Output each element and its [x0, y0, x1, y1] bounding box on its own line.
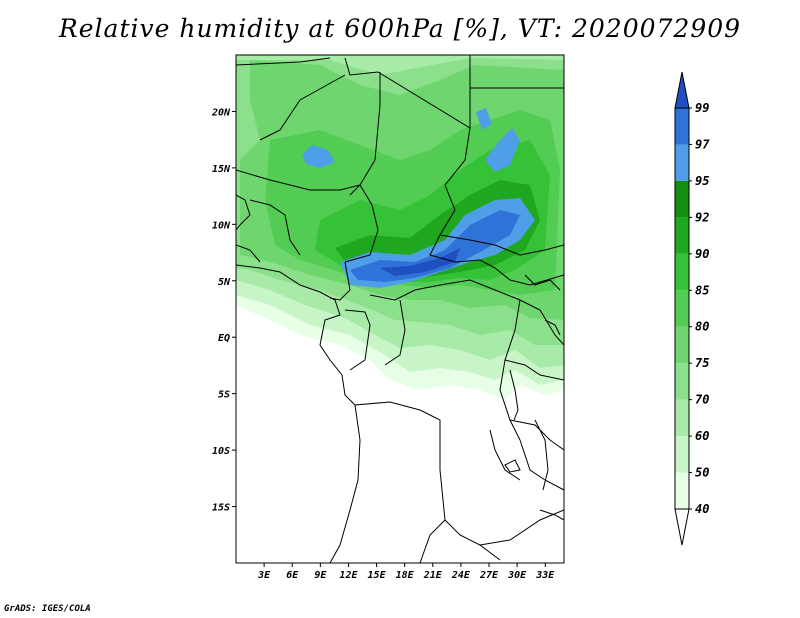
colorbar-box	[675, 290, 689, 327]
rh-97-area	[350, 210, 520, 282]
x-tick-label: 24E	[451, 570, 471, 581]
x-tick-label: 27E	[479, 570, 499, 581]
coast-gulf-guinea	[236, 264, 361, 563]
x-tick-label: 21E	[423, 570, 443, 581]
x-tick-label: 30E	[507, 570, 527, 581]
rh-99-area	[380, 248, 460, 276]
colorbar-low-arrow	[674, 508, 690, 546]
colorbar-label: 40	[695, 502, 709, 516]
colorbar-box	[675, 180, 689, 218]
colorbar-box	[675, 472, 689, 509]
colorbar-label: 50	[695, 466, 709, 480]
humidity-shading	[236, 55, 564, 400]
sahara-borders	[236, 55, 564, 196]
longitude-axis: 3E 6E 9E 12E 15E 18E 21E 24E 27E 30E 33E	[257, 563, 555, 581]
y-tick-label: EQ	[218, 333, 230, 344]
colorbar-label: 95	[695, 174, 709, 188]
colorbar-box	[675, 217, 689, 254]
x-tick-label: 3E	[257, 570, 271, 581]
y-tick-label: 15S	[212, 503, 230, 514]
colorbar-high-arrow	[674, 71, 690, 109]
east-borders	[479, 299, 564, 546]
colorbar: 40 50 60 70 75 80 85 90 92 95 97 99	[674, 71, 710, 546]
colorbar-box	[675, 253, 689, 291]
x-tick-label: 18E	[396, 570, 415, 581]
x-tick-label: 12E	[339, 570, 358, 581]
colorbar-label: 99	[695, 101, 709, 115]
rh-95-area-3	[485, 128, 520, 172]
colorbar-box	[675, 326, 689, 364]
sahel-borders	[344, 127, 564, 286]
x-tick-label: 9E	[314, 570, 327, 581]
colorbar-label: 75	[695, 356, 709, 370]
colorbar-label: 85	[695, 283, 709, 297]
map-title: Relative humidity at 600hPa [%], VT: 202…	[58, 14, 742, 43]
colorbar-box	[675, 363, 689, 400]
colorbar-label: 60	[695, 429, 709, 443]
colorbar-label: 70	[695, 393, 709, 407]
colorbar-box	[675, 399, 689, 437]
y-tick-label: 10N	[212, 220, 231, 231]
y-tick-label: 20N	[211, 107, 231, 118]
colorbar-label: 92	[695, 210, 709, 224]
colorbar-label: 80	[695, 320, 709, 334]
x-tick-label: 15E	[368, 570, 387, 581]
colorbar-frame	[674, 107, 690, 510]
y-tick-label: 15N	[212, 164, 231, 175]
colorbar-box	[675, 436, 689, 473]
x-tick-label: 6E	[286, 570, 299, 581]
y-tick-label: 5S	[218, 390, 230, 401]
grads-credit: GrADS: IGES/COLA	[4, 604, 91, 614]
colorbar-label: 97	[695, 137, 710, 151]
colorbar-box	[675, 144, 689, 181]
y-tick-label: 5N	[218, 277, 231, 288]
latitude-axis: 20N 15N 10N 5N EQ 5S 10S 15S	[211, 107, 236, 514]
central-borders	[329, 261, 521, 563]
country-borders	[236, 55, 564, 563]
x-tick-label: 33E	[535, 570, 555, 581]
colorbar-box	[675, 108, 689, 145]
colorbar-label: 90	[695, 247, 709, 261]
west-coast-detail	[236, 194, 301, 263]
y-tick-label: 10S	[212, 446, 230, 457]
rh-95-area-2	[302, 145, 335, 168]
lakes	[504, 274, 564, 521]
rh-95-area-4	[476, 108, 492, 130]
map-frame	[235, 54, 565, 564]
